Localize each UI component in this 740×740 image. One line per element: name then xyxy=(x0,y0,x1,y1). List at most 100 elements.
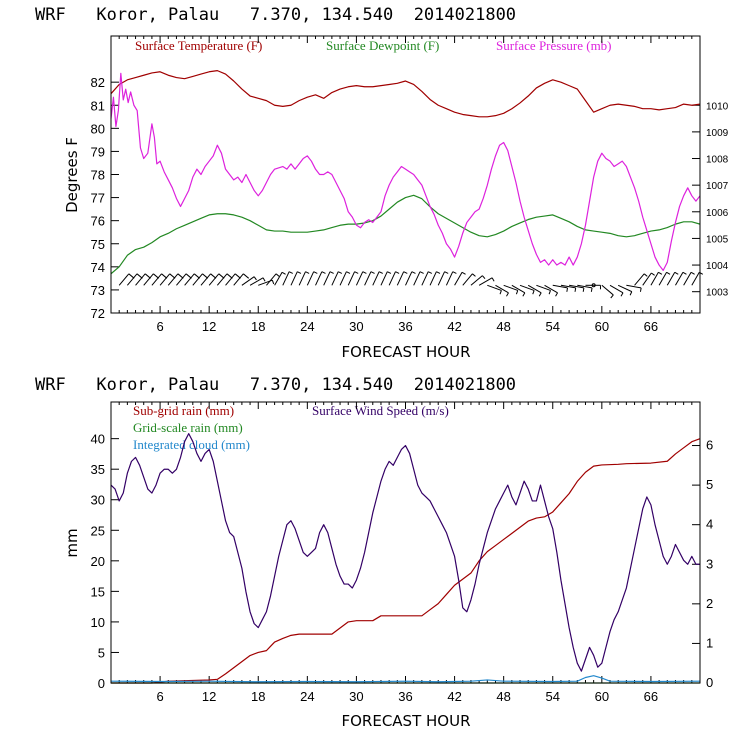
wind-barb-feather xyxy=(411,271,416,274)
wind-barb-feather xyxy=(436,271,441,274)
wind-barb-staff xyxy=(192,273,203,286)
wind-barb-feather xyxy=(403,271,408,274)
wind-barb-feather xyxy=(321,271,326,274)
y2-tick-label: 3 xyxy=(706,556,713,571)
wind-barb-staff xyxy=(216,273,228,286)
wind-barb-feather xyxy=(555,292,558,297)
y2-tick-label: 1003 xyxy=(706,288,729,299)
wind-barb xyxy=(396,271,408,286)
y-tick-label: 77 xyxy=(91,191,105,206)
wind-barb-feather xyxy=(590,287,593,292)
wind-barb-staff xyxy=(364,271,372,286)
wind-barb-staff xyxy=(143,273,154,286)
x-tick-label: 36 xyxy=(398,319,412,334)
wind-barb-staff xyxy=(159,273,171,286)
wind-barb xyxy=(274,271,286,286)
wind-barb-staff xyxy=(151,273,162,286)
wind-barb xyxy=(503,284,519,295)
wind-barb-staff xyxy=(396,271,405,286)
wind-barb-feather xyxy=(461,271,466,275)
x-tick-label: 18 xyxy=(251,689,265,704)
bottom-plot-frame xyxy=(110,401,701,684)
wind-barb-staff xyxy=(577,284,593,289)
wind-barb-staff xyxy=(306,271,315,286)
wind-barb xyxy=(372,271,383,286)
wind-barb xyxy=(470,275,486,286)
wind-barb-staff xyxy=(691,272,700,286)
wind-barb-staff xyxy=(683,272,692,286)
wind-barb-feather xyxy=(354,271,359,274)
wind-barb-feather xyxy=(506,292,509,297)
bottom-chart-title: WRF Koror, Palau 7.370, 134.540 20140218… xyxy=(35,375,516,395)
wind-barb xyxy=(347,271,359,286)
wind-barb xyxy=(421,271,433,286)
wind-barb-feather xyxy=(682,271,687,275)
x-tick-label: 54 xyxy=(546,689,560,704)
y-tick-label: 15 xyxy=(91,584,105,599)
wind-barb-staff xyxy=(675,272,684,286)
legend-entry: Integrated cloud (mm) xyxy=(133,437,250,452)
y-tick-label: 20 xyxy=(91,554,105,569)
wind-barb-feather xyxy=(629,291,633,296)
wind-barb-staff xyxy=(323,271,331,286)
x-tick-label: 66 xyxy=(644,689,658,704)
wind-barb xyxy=(233,273,250,286)
bottom-y-axis-label: mm xyxy=(63,528,81,557)
wind-barb-staff xyxy=(454,272,463,286)
wind-barb-feather xyxy=(271,279,275,285)
top-y-axis-label: Degrees F xyxy=(63,137,81,213)
wind-barb xyxy=(249,277,266,286)
top-x-axis-label: FORECAST HOUR xyxy=(341,343,470,361)
wind-barb-feather xyxy=(522,292,526,297)
wind-barb-staff xyxy=(380,271,388,286)
wind-barb-feather xyxy=(395,271,400,274)
wind-barb-staff xyxy=(331,271,339,286)
wind-barb-staff xyxy=(609,284,624,294)
wind-barb-feather xyxy=(643,273,648,277)
wind-barb-feather xyxy=(538,292,542,297)
wind-barb-staff xyxy=(495,284,509,294)
wind-barb-staff xyxy=(233,273,244,286)
legend-entry: Surface Wind Speed (m/s) xyxy=(312,403,449,418)
wind-barb-staff xyxy=(429,271,437,286)
y2-tick-label: 4 xyxy=(706,517,713,532)
wind-barb xyxy=(331,271,343,286)
temperature-pressure-panel: WRF Koror, Palau 7.370, 134.540 20140218… xyxy=(35,5,729,361)
wind-barb-feather xyxy=(370,271,375,274)
wind-barb-staff xyxy=(544,284,558,294)
y2-tick-label: 1004 xyxy=(706,261,729,272)
wind-barb-staff xyxy=(126,273,138,286)
x-tick-label: 42 xyxy=(447,689,461,704)
y2-tick-label: 1010 xyxy=(706,101,729,112)
wind-barb xyxy=(487,284,502,295)
wind-barb-feather xyxy=(532,290,535,295)
wind-barb-staff xyxy=(167,273,179,286)
wind-barb xyxy=(437,271,449,286)
top-series-lines xyxy=(110,70,701,275)
wind-barb-staff xyxy=(650,272,659,286)
wind-barb-feather xyxy=(275,273,280,277)
wind-barb-feather xyxy=(582,287,585,292)
wind-barb-feather xyxy=(658,271,663,275)
wind-barb xyxy=(511,284,526,297)
wind-barb xyxy=(577,284,593,292)
wind-barb-staff xyxy=(298,271,306,286)
wind-barb-feather xyxy=(427,271,433,274)
wind-barb xyxy=(323,271,334,286)
wind-barb-staff xyxy=(347,271,356,286)
wind-barb-feather xyxy=(262,277,266,282)
wind-barb-feather xyxy=(387,271,392,274)
wind-barb-feather xyxy=(666,271,671,275)
wind-barb-staff xyxy=(642,272,652,286)
wind-barb-staff xyxy=(626,284,642,289)
wind-barb-staff xyxy=(569,284,584,289)
wind-barb xyxy=(266,273,280,286)
wind-barb-calm xyxy=(591,283,596,288)
wind-barb xyxy=(495,284,509,297)
wind-barb-staff xyxy=(437,271,446,286)
wind-barb-staff xyxy=(511,284,526,294)
wind-barb-feather xyxy=(499,290,502,295)
wind-barb-staff xyxy=(184,273,195,286)
x-tick-label: 12 xyxy=(202,689,216,704)
wind-barb xyxy=(536,284,551,295)
